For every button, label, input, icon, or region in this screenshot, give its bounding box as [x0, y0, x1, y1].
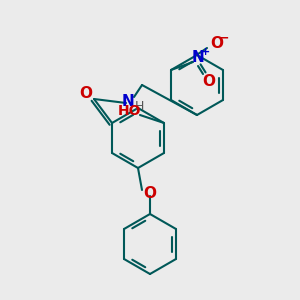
Text: O: O	[143, 187, 157, 202]
Text: N: N	[192, 50, 204, 65]
Text: HO: HO	[118, 104, 142, 118]
Text: O: O	[80, 85, 92, 100]
Text: −: −	[219, 32, 229, 44]
Text: N: N	[122, 94, 134, 109]
Text: O: O	[202, 74, 215, 89]
Text: +: +	[200, 47, 210, 57]
Text: H: H	[134, 100, 144, 113]
Text: O: O	[211, 37, 224, 52]
